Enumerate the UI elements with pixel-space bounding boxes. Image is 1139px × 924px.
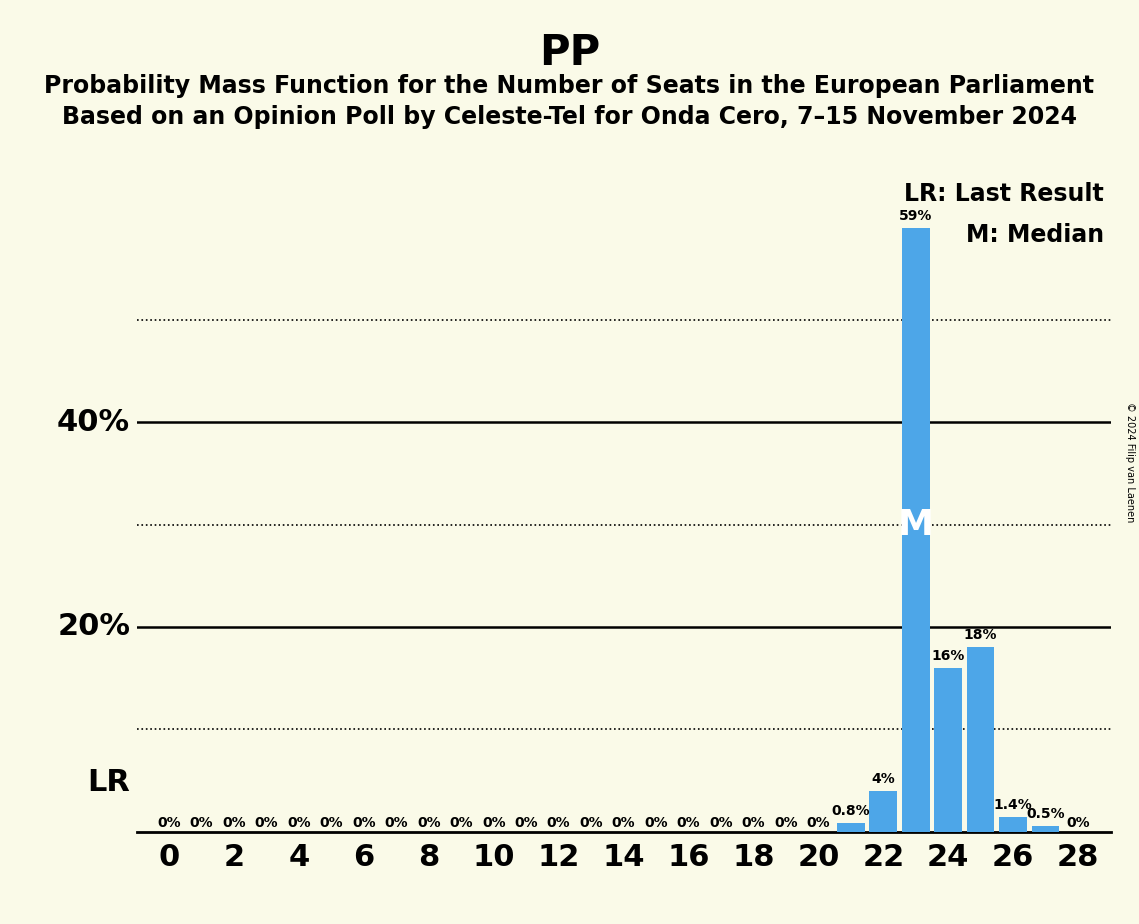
Text: 20%: 20% bbox=[57, 613, 130, 641]
Bar bbox=[934, 668, 962, 832]
Text: 1.4%: 1.4% bbox=[993, 798, 1033, 812]
Text: 18%: 18% bbox=[964, 628, 998, 642]
Text: 0%: 0% bbox=[741, 816, 765, 830]
Text: Probability Mass Function for the Number of Seats in the European Parliament: Probability Mass Function for the Number… bbox=[44, 74, 1095, 98]
Text: 0%: 0% bbox=[677, 816, 700, 830]
Text: 0%: 0% bbox=[1066, 816, 1090, 830]
Text: 0%: 0% bbox=[482, 816, 506, 830]
Text: 0%: 0% bbox=[547, 816, 571, 830]
Text: 0%: 0% bbox=[450, 816, 473, 830]
Text: M: Median: M: Median bbox=[966, 223, 1104, 247]
Text: LR: LR bbox=[88, 768, 130, 797]
Text: 0%: 0% bbox=[806, 816, 830, 830]
Text: M: M bbox=[898, 507, 934, 541]
Text: PP: PP bbox=[539, 32, 600, 74]
Text: © 2024 Filip van Laenen: © 2024 Filip van Laenen bbox=[1125, 402, 1134, 522]
Text: 40%: 40% bbox=[57, 407, 130, 437]
Bar bbox=[967, 648, 994, 832]
Text: 0%: 0% bbox=[190, 816, 213, 830]
Bar bbox=[869, 791, 898, 832]
Text: 0%: 0% bbox=[775, 816, 797, 830]
Text: Based on an Opinion Poll by Celeste-Tel for Onda Cero, 7–15 November 2024: Based on an Opinion Poll by Celeste-Tel … bbox=[62, 105, 1077, 129]
Text: 0%: 0% bbox=[645, 816, 667, 830]
Text: 0%: 0% bbox=[287, 816, 311, 830]
Bar bbox=[1032, 826, 1059, 832]
Text: 0%: 0% bbox=[710, 816, 732, 830]
Text: 0%: 0% bbox=[255, 816, 278, 830]
Text: 0%: 0% bbox=[385, 816, 408, 830]
Bar bbox=[902, 227, 929, 832]
Text: 0%: 0% bbox=[320, 816, 343, 830]
Text: 0%: 0% bbox=[580, 816, 603, 830]
Text: 59%: 59% bbox=[899, 209, 933, 223]
Text: 0%: 0% bbox=[222, 816, 246, 830]
Text: 0.5%: 0.5% bbox=[1026, 808, 1065, 821]
Text: 0%: 0% bbox=[352, 816, 376, 830]
Text: LR: Last Result: LR: Last Result bbox=[904, 182, 1104, 206]
Text: 0.8%: 0.8% bbox=[831, 804, 870, 819]
Bar bbox=[999, 817, 1027, 832]
Text: 16%: 16% bbox=[932, 649, 965, 663]
Bar bbox=[837, 823, 865, 832]
Text: 4%: 4% bbox=[871, 772, 895, 785]
Text: 0%: 0% bbox=[612, 816, 636, 830]
Text: 0%: 0% bbox=[515, 816, 538, 830]
Text: 0%: 0% bbox=[417, 816, 441, 830]
Text: 0%: 0% bbox=[157, 816, 181, 830]
